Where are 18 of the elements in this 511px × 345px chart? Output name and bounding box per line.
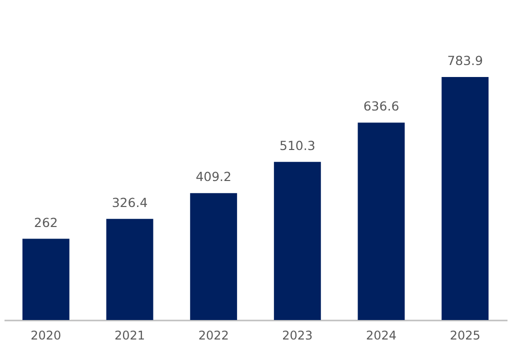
x-tick-label: 2020: [30, 328, 62, 342]
data-label: 409.2: [196, 169, 232, 184]
bar: [190, 193, 238, 320]
data-label: 262: [34, 214, 58, 230]
x-tick-label: 2025: [450, 328, 480, 342]
data-label: 636.6: [363, 98, 400, 114]
bar: [22, 238, 70, 320]
x-tick-label: 2022: [198, 328, 229, 342]
bar: [358, 122, 405, 320]
x-tick-label: 2024: [366, 328, 397, 342]
data-label: 510.3: [280, 138, 316, 153]
bar: [442, 77, 489, 320]
data-label: 326.4: [112, 194, 148, 210]
bar: [274, 162, 321, 320]
x-tick-label: 2023: [282, 328, 313, 342]
data-label: 783.9: [447, 53, 484, 68]
x-tick-label: 2021: [114, 328, 146, 342]
bar: [106, 218, 154, 320]
